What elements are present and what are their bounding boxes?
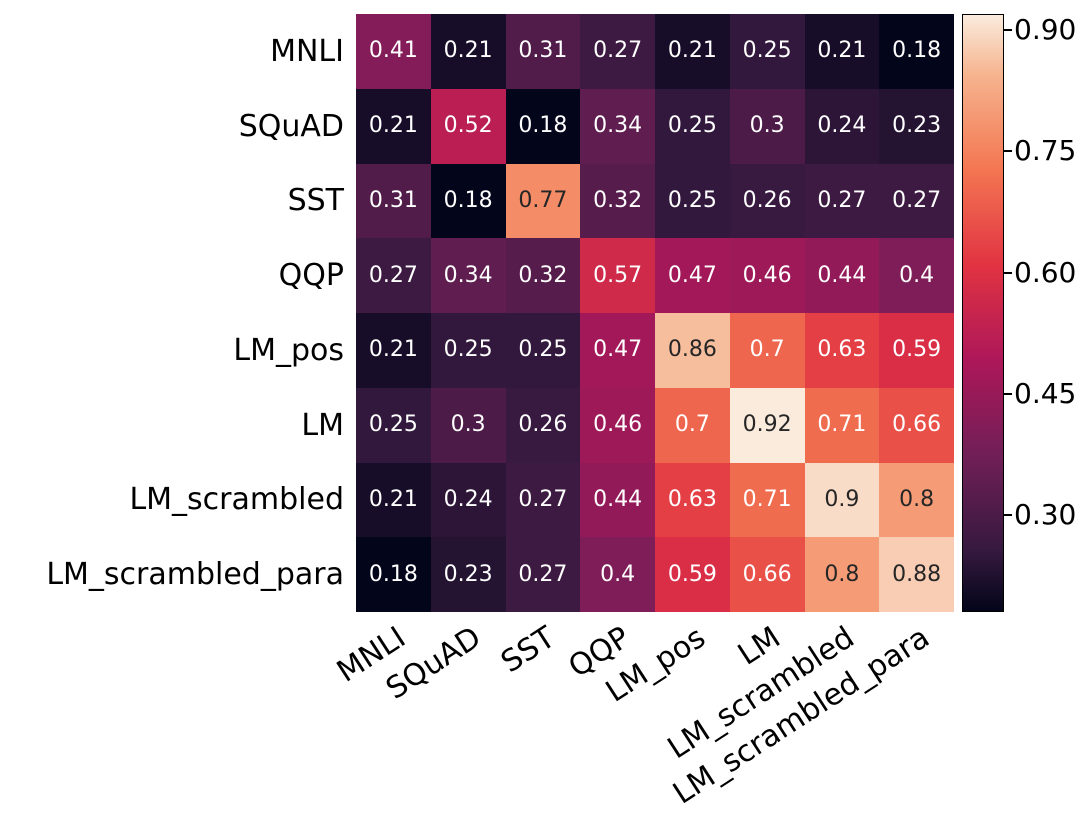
- heatmap-cell-LM_scrambled-LM_pos: 0.63: [655, 462, 730, 538]
- heatmap-cell-SST-MNLI: 0.31: [356, 163, 431, 239]
- colorbar-tick-mark: [1004, 29, 1012, 32]
- y-tick-label-SQuAD: SQuAD: [238, 108, 344, 144]
- heatmap-cell-MNLI-LM_scrambled_para: 0.18: [879, 14, 954, 89]
- y-tick-label-SST: SST: [287, 183, 344, 219]
- heatmap-cell-SQuAD-LM_scrambled: 0.24: [804, 88, 880, 164]
- heatmap-cell-LM_scrambled-LM: 0.71: [729, 462, 805, 538]
- heatmap-cell-SST-LM_scrambled: 0.27: [804, 163, 880, 239]
- colorbar: [962, 14, 1004, 612]
- heatmap-cell-QQP-SST: 0.32: [505, 238, 581, 313]
- heatmap-cell-LM_scrambled_para-MNLI: 0.18: [356, 537, 431, 612]
- heatmap-cell-MNLI-LM_pos: 0.21: [655, 14, 730, 89]
- y-tick-label-MNLI: MNLI: [270, 33, 344, 69]
- colorbar-tick-mark: [1004, 150, 1012, 153]
- heatmap-cell-LM_scrambled_para-LM: 0.66: [729, 537, 805, 612]
- heatmap-cell-SST-LM_scrambled_para: 0.27: [879, 163, 954, 239]
- heatmap-cell-LM_pos-MNLI: 0.21: [356, 313, 431, 388]
- heatmap-cell-SST-SST: 0.77: [505, 163, 581, 239]
- heatmap-cell-MNLI-MNLI: 0.41: [356, 14, 431, 89]
- heatmap-cell-LM_pos-LM_scrambled: 0.63: [804, 313, 880, 388]
- y-tick-label-LM_pos: LM_pos: [233, 332, 344, 368]
- y-tick-label-LM: LM: [301, 407, 344, 443]
- heatmap-cell-LM_scrambled_para-LM_scrambled: 0.8: [804, 537, 880, 612]
- colorbar-tick-mark: [1004, 392, 1012, 395]
- heatmap-cell-LM_scrambled-SQuAD: 0.24: [430, 462, 506, 538]
- heatmap-cell-LM-SQuAD: 0.3: [430, 387, 506, 463]
- heatmap-cell-LM-SST: 0.26: [505, 387, 581, 463]
- heatmap-cell-SQuAD-SST: 0.18: [505, 88, 581, 164]
- heatmap-cell-SQuAD-LM_scrambled_para: 0.23: [879, 88, 954, 164]
- heatmap-cell-SST-LM_pos: 0.25: [655, 163, 730, 239]
- heatmap-cell-QQP-LM_pos: 0.47: [655, 238, 730, 313]
- heatmap-cell-QQP-QQP: 0.57: [580, 238, 655, 313]
- colorbar-tick-mark: [1004, 271, 1012, 274]
- heatmap-cell-LM-LM_scrambled: 0.71: [804, 387, 880, 463]
- heatmap-cell-LM-MNLI: 0.25: [356, 387, 431, 463]
- y-tick-label-LM_scrambled_para: LM_scrambled_para: [46, 557, 344, 593]
- heatmap-cell-LM-LM: 0.92: [729, 387, 805, 463]
- heatmap-cell-MNLI-LM: 0.25: [729, 14, 805, 89]
- heatmap-cell-LM_scrambled-QQP: 0.44: [580, 462, 655, 538]
- heatmap-cell-QQP-LM_scrambled: 0.44: [804, 238, 880, 313]
- heatmap-cell-QQP-LM: 0.46: [729, 238, 805, 313]
- heatmap-cell-SST-LM: 0.26: [729, 163, 805, 239]
- heatmap-cell-LM_scrambled_para-SST: 0.27: [505, 537, 581, 612]
- heatmap-cell-MNLI-SQuAD: 0.21: [430, 14, 506, 89]
- heatmap-cell-LM_scrambled_para-QQP: 0.4: [580, 537, 655, 612]
- heatmap-cell-LM_pos-SST: 0.25: [505, 313, 581, 388]
- heatmap-cell-LM_scrambled_para-LM_pos: 0.59: [655, 537, 730, 612]
- heatmap-cell-LM_scrambled-SST: 0.27: [505, 462, 581, 538]
- colorbar-tick-label: 0.30: [1014, 498, 1077, 532]
- heatmap-cell-LM_pos-SQuAD: 0.25: [430, 313, 506, 388]
- colorbar-tick-label: 0.60: [1014, 255, 1077, 289]
- heatmap-cell-SQuAD-QQP: 0.34: [580, 88, 655, 164]
- heatmap-cell-SST-SQuAD: 0.18: [430, 163, 506, 239]
- heatmap-cell-MNLI-QQP: 0.27: [580, 14, 655, 89]
- heatmap-cell-LM_scrambled-LM_scrambled: 0.9: [804, 462, 880, 538]
- heatmap-cell-SST-QQP: 0.32: [580, 163, 655, 239]
- heatmap-cell-SQuAD-LM_pos: 0.25: [655, 88, 730, 164]
- heatmap-cell-SQuAD-LM: 0.3: [729, 88, 805, 164]
- colorbar-tick-label: 0.45: [1014, 376, 1077, 410]
- heatmap-cell-LM_scrambled_para-SQuAD: 0.23: [430, 537, 506, 612]
- heatmap-cell-LM_scrambled_para-LM_scrambled_para: 0.88: [879, 537, 954, 612]
- heatmap-cell-SQuAD-SQuAD: 0.52: [430, 88, 506, 164]
- heatmap-cell-MNLI-LM_scrambled: 0.21: [804, 14, 880, 89]
- y-tick-label-LM_scrambled: LM_scrambled: [129, 482, 344, 518]
- x-tick-label-SST: SST: [495, 620, 562, 681]
- heatmap-cell-LM_pos-LM_pos: 0.86: [655, 313, 730, 388]
- heatmap-cell-LM_scrambled-LM_scrambled_para: 0.8: [879, 462, 954, 538]
- heatmap-cell-SQuAD-MNLI: 0.21: [356, 88, 431, 164]
- heatmap-cell-LM-LM_pos: 0.7: [655, 387, 730, 463]
- heatmap-cell-QQP-MNLI: 0.27: [356, 238, 431, 313]
- heatmap-cell-QQP-SQuAD: 0.34: [430, 238, 506, 313]
- colorbar-tick-mark: [1004, 514, 1012, 517]
- colorbar-tick-label: 0.75: [1014, 134, 1077, 168]
- y-tick-label-QQP: QQP: [278, 258, 344, 294]
- heatmap-cell-LM_pos-LM_scrambled_para: 0.59: [879, 313, 954, 388]
- heatmap-cell-LM-QQP: 0.46: [580, 387, 655, 463]
- colorbar-tick-label: 0.90: [1014, 13, 1077, 47]
- heatmap-cell-LM-LM_scrambled_para: 0.66: [879, 387, 954, 463]
- heatmap-cell-LM_pos-QQP: 0.47: [580, 313, 655, 388]
- heatmap-cell-LM_scrambled-MNLI: 0.21: [356, 462, 431, 538]
- heatmap-cell-LM_pos-LM: 0.7: [729, 313, 805, 388]
- heatmap-grid: 0.41 0.21 0.31 0.27 0.21 0.25 0.21 0.18 0.21 0.52…: [356, 14, 954, 612]
- heatmap-cell-MNLI-SST: 0.31: [505, 14, 581, 89]
- heatmap-cell-QQP-LM_scrambled_para: 0.4: [879, 238, 954, 313]
